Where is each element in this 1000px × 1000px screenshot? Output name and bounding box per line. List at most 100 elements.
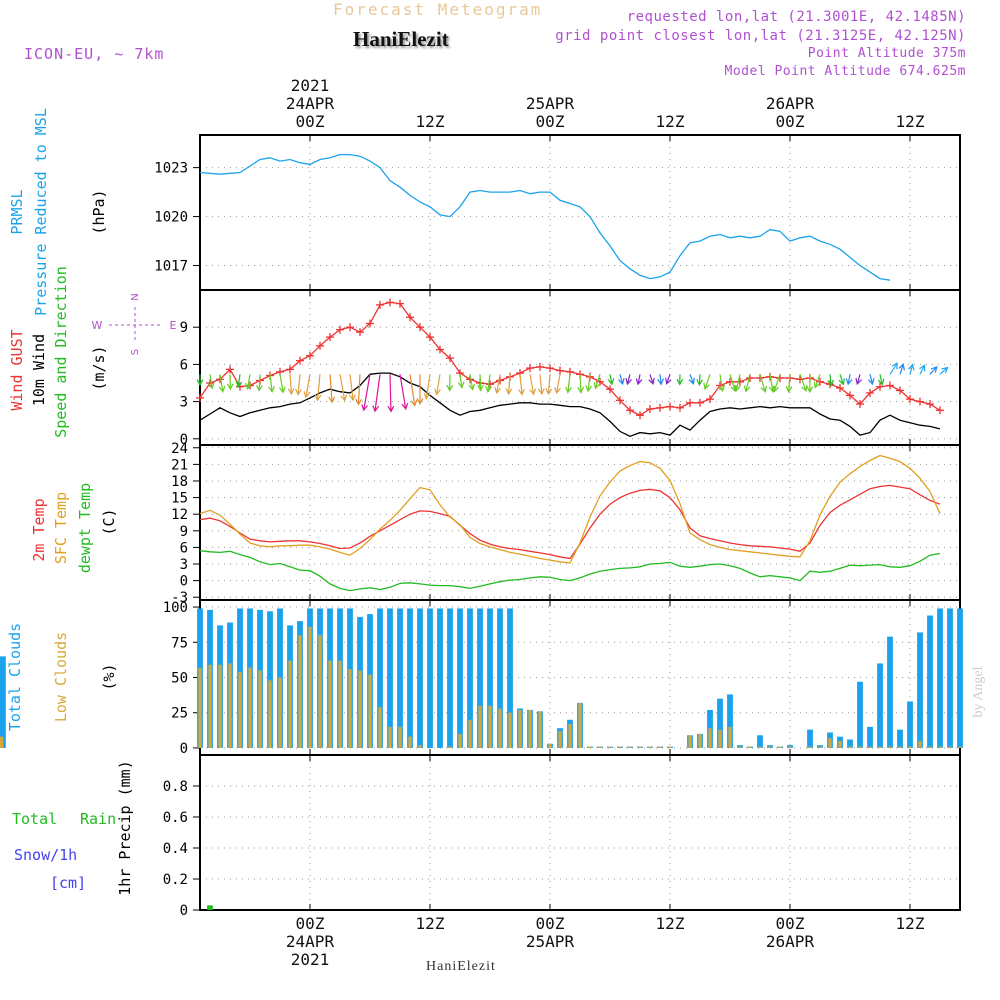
wind-direction-arrow	[845, 374, 853, 386]
arrow-shaft	[619, 374, 624, 385]
arrow-head	[361, 404, 368, 412]
low-clouds-bar	[0, 736, 4, 748]
wind-direction-arrow	[806, 374, 814, 394]
wind-direction-arrow	[207, 374, 215, 390]
total-clouds-bar	[427, 608, 433, 748]
arrow-head	[287, 388, 295, 396]
total-clouds-bar	[507, 608, 513, 748]
arrow-head	[565, 386, 572, 394]
gust-marker	[446, 354, 454, 363]
arrow-head	[505, 388, 513, 396]
wind-desc-label: Speed and Direction	[52, 266, 70, 438]
low-clouds-bar	[648, 746, 652, 748]
model-altitude: Model Point Altitude 674.625m	[724, 64, 966, 79]
low-clouds-bar	[898, 746, 902, 748]
arrow-shaft	[909, 364, 914, 375]
wind-panel: 0 3 6 9	[180, 289, 961, 448]
y-tick-label: 0	[180, 432, 188, 448]
arrow-head	[845, 378, 853, 386]
low-clouds-bar	[498, 708, 502, 748]
low-clouds-bar	[268, 680, 272, 748]
gust-marker	[636, 411, 644, 420]
bottom-date-label: 24APR	[286, 932, 335, 951]
arrow-head	[446, 384, 454, 392]
sfc-temp-line	[199, 454, 941, 564]
total-clouds-bar	[497, 608, 503, 748]
arrow-shaft	[279, 374, 284, 393]
arrow-head	[314, 394, 322, 402]
gust-marker	[396, 299, 404, 308]
wind-direction-arrow	[785, 374, 793, 394]
wind-direction-arrow	[434, 374, 441, 396]
arrow-shaft	[856, 374, 861, 385]
wind-direction-arrow	[529, 374, 537, 396]
y-tick-label: 0	[180, 574, 188, 590]
low-clouds-bar	[688, 735, 692, 748]
wind-direction-arrow	[696, 374, 704, 387]
arrow-head	[235, 380, 243, 389]
prmsl-label: PRMSL	[8, 189, 26, 234]
total-clouds-bar	[457, 608, 463, 748]
wind-direction-arrow	[734, 374, 741, 392]
bottom-hour-label: 12Z	[416, 914, 445, 933]
rain-legend: Rain	[80, 810, 116, 828]
compass-rose: N W E S	[92, 293, 177, 355]
gust-marker	[436, 345, 444, 354]
arrow-shaft	[329, 374, 333, 403]
temp2m-label: 2m Temp	[30, 498, 48, 561]
arrow-shaft	[547, 374, 551, 394]
arrow-shaft	[594, 374, 601, 389]
gust-marker	[346, 323, 354, 332]
total-clouds-bar	[817, 745, 823, 748]
arrow-head	[768, 385, 776, 393]
arrow-head	[648, 377, 655, 386]
top-hour-label: 12Z	[896, 112, 925, 131]
top-hour-label: 12Z	[656, 112, 685, 131]
gust-marker	[526, 364, 534, 373]
gust-marker	[336, 325, 344, 334]
total-clouds-bar	[907, 701, 913, 748]
arrow-head	[657, 378, 664, 386]
dewpt-temp-line	[199, 550, 941, 592]
arrow-shaft	[507, 374, 511, 394]
plot-frame	[199, 444, 961, 601]
arrow-shaft	[704, 374, 711, 390]
y-tick-label: 9	[180, 524, 188, 540]
total-clouds-bar	[727, 694, 733, 748]
low-clouds-bar	[808, 746, 812, 748]
low-clouds-bar	[248, 667, 252, 748]
arrow-shaft	[829, 374, 832, 386]
wind-direction-arrow	[457, 374, 465, 389]
gust-marker	[676, 403, 684, 412]
gust-marker	[926, 400, 934, 409]
gust-marker	[936, 406, 944, 415]
watermark: by Angel	[971, 666, 986, 717]
total-clouds-bar	[957, 608, 963, 748]
low-clouds-bar	[508, 712, 512, 748]
low-clouds-bar	[868, 746, 872, 748]
precip-panel: 0 0.2 0.4 0.6 0.8	[163, 754, 961, 919]
arrow-shaft	[788, 374, 791, 392]
gust-marker	[536, 362, 544, 371]
wind-direction-arrow	[416, 374, 424, 405]
arrow-shaft	[609, 374, 613, 385]
low-clouds-bar	[288, 660, 292, 748]
arrow-head	[196, 379, 204, 387]
total-clouds-bar	[877, 663, 883, 748]
low-clouds-bar	[658, 746, 662, 748]
wind-direction-arrow	[855, 374, 862, 386]
low-clouds-bar	[388, 726, 392, 748]
low-clouds-bar	[638, 746, 642, 748]
total-clouds-bar	[927, 615, 933, 748]
arrow-head	[278, 386, 286, 394]
total-clouds-bar	[947, 608, 953, 748]
top-date-label: 26APR	[766, 94, 815, 113]
y-tick-label: 6	[180, 540, 188, 556]
arrow-head	[256, 384, 263, 392]
arrow-head	[730, 385, 737, 393]
wind-direction-arrow	[235, 374, 243, 389]
gust-marker	[356, 328, 364, 337]
arrow-shaft	[719, 374, 724, 392]
arrow-shaft	[745, 374, 751, 392]
arrow-shaft	[939, 367, 948, 375]
